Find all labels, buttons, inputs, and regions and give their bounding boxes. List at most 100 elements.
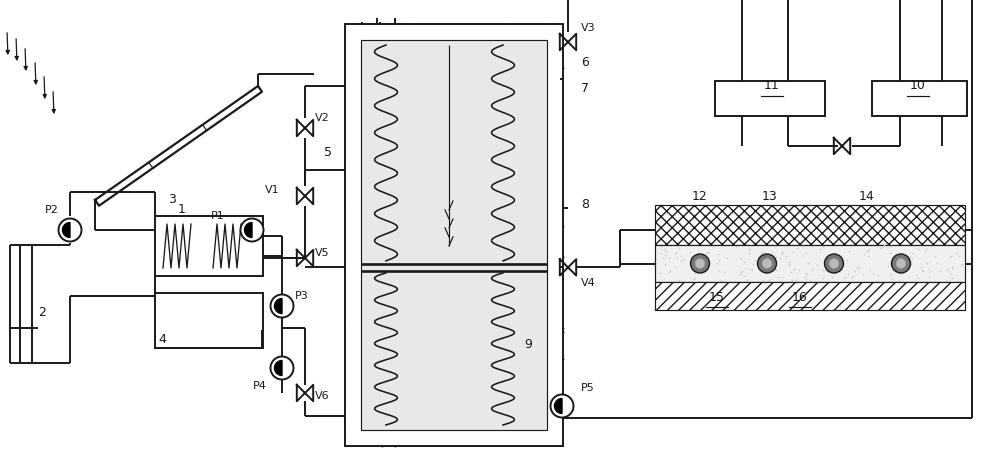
Point bbox=[756, 264, 772, 271]
Point bbox=[454, 325, 470, 332]
Point bbox=[528, 265, 544, 273]
Point bbox=[827, 250, 843, 257]
Point bbox=[384, 439, 400, 446]
Point bbox=[409, 282, 425, 290]
Point bbox=[377, 341, 393, 349]
Point bbox=[510, 283, 526, 290]
Point bbox=[391, 137, 407, 144]
Point bbox=[378, 356, 394, 363]
Point bbox=[505, 435, 521, 443]
Point bbox=[550, 250, 566, 258]
Point bbox=[554, 336, 570, 343]
Text: P5: P5 bbox=[581, 383, 595, 393]
Point bbox=[510, 171, 526, 179]
Text: 5: 5 bbox=[324, 146, 332, 160]
Point bbox=[388, 231, 404, 238]
Point bbox=[509, 198, 525, 206]
Point bbox=[554, 248, 570, 256]
Point bbox=[406, 432, 422, 440]
Point bbox=[546, 99, 562, 106]
Point bbox=[361, 377, 377, 384]
Point bbox=[467, 400, 483, 407]
Text: V4: V4 bbox=[581, 278, 595, 288]
Point bbox=[427, 81, 443, 88]
Point bbox=[475, 162, 491, 169]
Point bbox=[437, 414, 453, 421]
Circle shape bbox=[690, 254, 710, 273]
Point bbox=[690, 249, 706, 257]
Point bbox=[473, 358, 489, 365]
Point bbox=[540, 425, 556, 432]
Point bbox=[394, 203, 410, 210]
Point bbox=[404, 25, 420, 33]
Point bbox=[344, 333, 360, 341]
Point bbox=[687, 270, 703, 277]
Polygon shape bbox=[275, 299, 282, 314]
Point bbox=[339, 431, 355, 439]
Point bbox=[945, 264, 961, 272]
Point bbox=[513, 226, 529, 234]
Point bbox=[392, 33, 408, 41]
Point bbox=[783, 269, 799, 276]
Point bbox=[827, 255, 843, 263]
Point bbox=[553, 386, 569, 393]
Point bbox=[523, 25, 539, 32]
Point bbox=[479, 172, 495, 180]
Circle shape bbox=[58, 219, 82, 241]
Point bbox=[545, 367, 561, 375]
Point bbox=[533, 402, 549, 410]
Point bbox=[479, 263, 495, 271]
Point bbox=[365, 437, 381, 445]
Point bbox=[389, 324, 405, 331]
Point bbox=[552, 249, 568, 256]
Point bbox=[387, 22, 403, 30]
Point bbox=[494, 408, 510, 416]
Point bbox=[711, 256, 727, 264]
Point bbox=[352, 76, 368, 84]
Point bbox=[502, 101, 518, 109]
Point bbox=[551, 426, 567, 433]
Point bbox=[474, 401, 490, 408]
Point bbox=[514, 192, 530, 199]
Point bbox=[429, 430, 445, 437]
Point bbox=[884, 276, 900, 283]
Point bbox=[942, 278, 958, 285]
Point bbox=[367, 296, 383, 304]
Point bbox=[471, 31, 487, 39]
Point bbox=[467, 207, 483, 214]
Point bbox=[798, 269, 814, 277]
Text: P4: P4 bbox=[253, 381, 267, 391]
Point bbox=[768, 267, 784, 274]
Point bbox=[452, 375, 468, 382]
Point bbox=[550, 49, 566, 56]
Point bbox=[488, 293, 504, 301]
Point bbox=[786, 265, 802, 273]
Point bbox=[755, 249, 771, 257]
Point bbox=[339, 404, 355, 412]
Point bbox=[545, 277, 561, 284]
Point bbox=[499, 261, 515, 269]
Point bbox=[339, 171, 355, 179]
Point bbox=[457, 335, 473, 343]
Point bbox=[540, 234, 556, 242]
Point bbox=[452, 230, 468, 238]
Point bbox=[363, 89, 379, 97]
Point bbox=[366, 307, 382, 314]
Point bbox=[472, 300, 488, 308]
Point bbox=[396, 263, 412, 271]
Point bbox=[421, 434, 437, 441]
Point bbox=[513, 123, 529, 131]
Point bbox=[447, 313, 463, 321]
Point bbox=[553, 127, 569, 134]
Point bbox=[914, 267, 930, 274]
Point bbox=[417, 22, 433, 30]
Point bbox=[400, 404, 416, 412]
Point bbox=[528, 262, 544, 270]
Point bbox=[403, 21, 419, 29]
Point bbox=[421, 294, 437, 302]
Point bbox=[459, 430, 475, 437]
Point bbox=[467, 159, 483, 167]
Point bbox=[419, 264, 435, 272]
Point bbox=[405, 320, 421, 327]
Point bbox=[361, 207, 377, 215]
